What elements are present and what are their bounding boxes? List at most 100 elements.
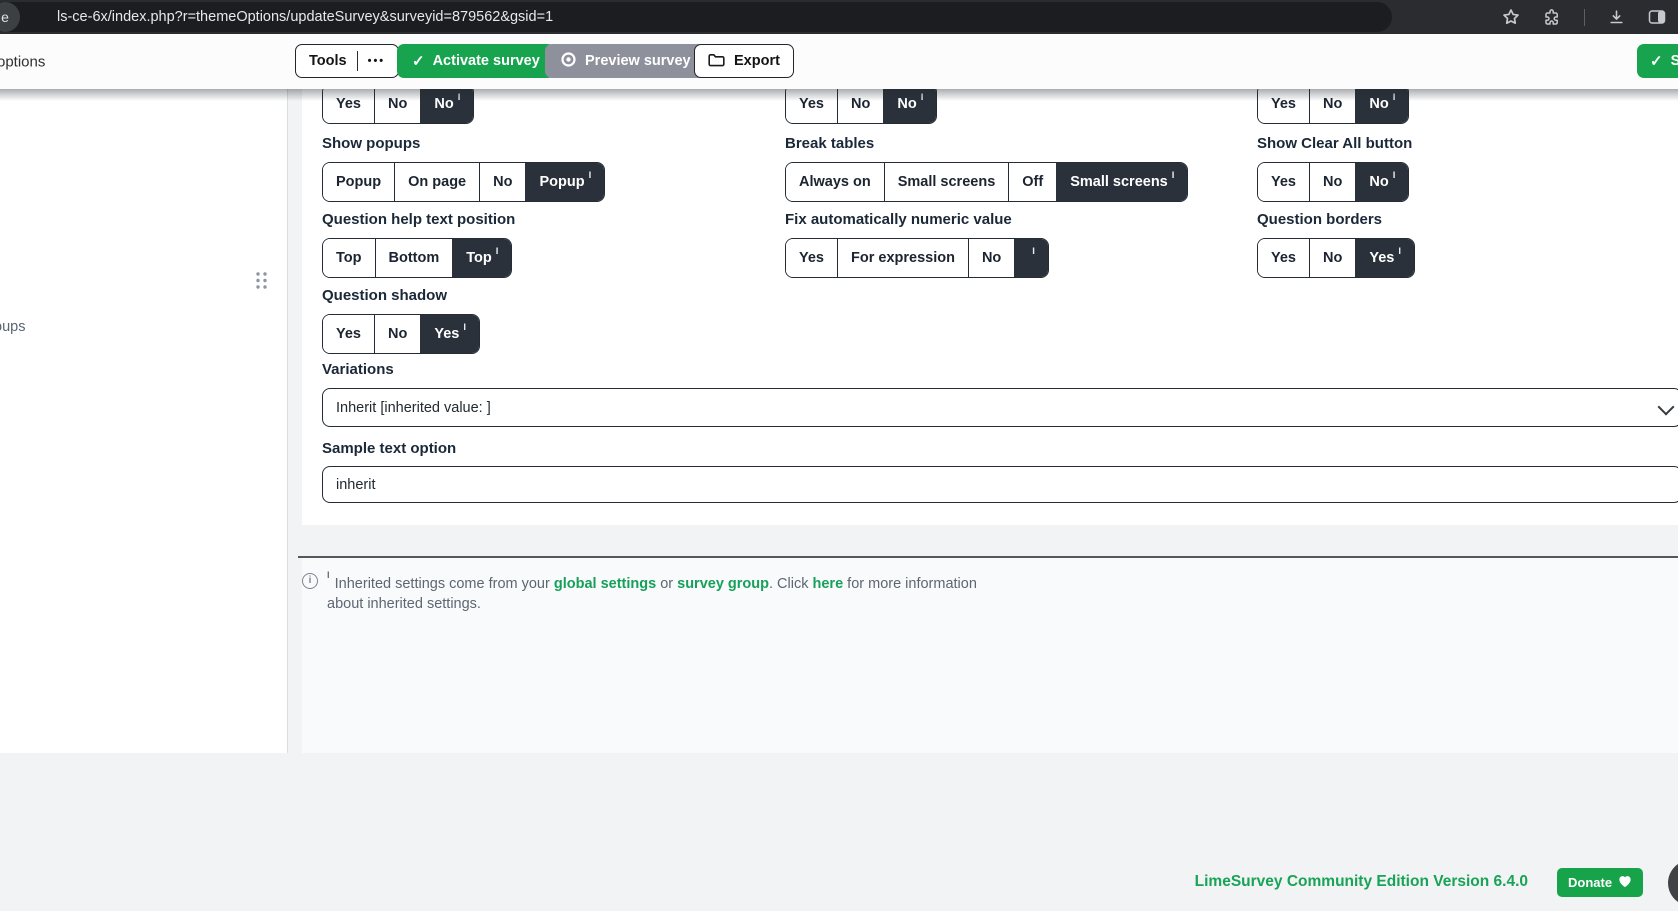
footnote-segment: . Click [769, 575, 813, 592]
footnote-segment: or [656, 575, 678, 592]
option-button[interactable]: NoI [420, 85, 474, 123]
toolbar-shadow [0, 89, 1678, 101]
button-group: Yes No Yes I [1257, 238, 1415, 278]
footnote-link[interactable]: survey group [677, 575, 769, 592]
heart-icon [1618, 875, 1632, 891]
button-group: Top Bottom Top I [322, 238, 513, 278]
check-icon: ✓ [1650, 52, 1663, 70]
option-button[interactable]: No [1309, 163, 1356, 201]
page-title: options [0, 53, 46, 70]
export-label: Export [734, 53, 780, 69]
option-button[interactable]: Yes [1258, 239, 1309, 277]
option-button[interactable]: Yes [786, 85, 837, 123]
footnote-segment: Inherited settings come from your [334, 575, 554, 592]
option-button[interactable]: Top I [452, 239, 512, 277]
inherited-settings-note: i I Inherited settings come from your glo… [302, 570, 1002, 614]
sample-text-input[interactable] [322, 466, 1678, 503]
field-label: Question help text position [322, 211, 516, 228]
option-button[interactable]: Yes [1258, 85, 1309, 123]
option-button[interactable]: For expression [837, 239, 968, 277]
option-button[interactable]: Yes [323, 85, 374, 123]
donate-button[interactable]: Donate [1557, 868, 1644, 897]
option-button[interactable]: No [374, 315, 421, 353]
folder-icon [708, 52, 725, 71]
extensions-icon[interactable] [1543, 8, 1561, 26]
theme-options-panel [302, 89, 1678, 525]
field-label: Question shadow [322, 287, 448, 304]
option-button[interactable]: No [374, 85, 421, 123]
preview-survey-button[interactable]: Preview survey [545, 44, 706, 78]
sample-text-label: Sample text option [322, 440, 457, 457]
option-button[interactable]: No [479, 163, 526, 201]
footnote-link[interactable]: here [812, 575, 844, 592]
activate-survey-button[interactable]: ✓ Activate survey [397, 44, 555, 78]
option-button[interactable]: No [1309, 85, 1356, 123]
option-button[interactable]: Popup I [525, 163, 605, 201]
option-button[interactable]: Popup [323, 163, 395, 201]
sidebar-panel: oups [0, 89, 288, 753]
option-button[interactable]: Yes [1258, 163, 1309, 201]
option-button[interactable]: On page [394, 163, 480, 201]
activate-survey-label: Activate survey [432, 53, 540, 69]
field-label: Show popups [322, 135, 421, 152]
option-button[interactable]: Bottom [374, 239, 453, 277]
variations-select[interactable]: Inherit [inherited value: ] [322, 388, 1678, 427]
button-group: Always on Small screens Off Small screens I [785, 162, 1189, 202]
option-button[interactable]: Small screens [883, 163, 1009, 201]
info-icon: i [302, 573, 318, 589]
url-text[interactable]: ls-ce-6x/index.php?r=themeOptions/update… [57, 9, 554, 25]
button-group: Yes No Yes I [322, 314, 480, 354]
inherited-marker: I [327, 570, 330, 581]
survey-toolbar: options Tools ••• ✓ Activate survey Prev… [0, 34, 1678, 89]
field-label: Break tables [785, 135, 875, 152]
field-label: Fix automatically numeric value [785, 211, 1012, 228]
button-group: Yes For expression No I [785, 238, 1049, 278]
option-button[interactable]: Always on [786, 163, 884, 201]
option-button[interactable]: Yes I [1355, 239, 1414, 277]
option-button[interactable]: NoI [883, 85, 937, 123]
button-group: Popup On page No Popup I [322, 162, 606, 202]
bookmark-star-icon[interactable] [1502, 8, 1520, 26]
variations-label: Variations [322, 361, 394, 378]
option-button[interactable]: Small screens I [1056, 163, 1188, 201]
side-panel-icon[interactable] [1648, 9, 1666, 25]
option-button[interactable]: NoI [1355, 85, 1409, 123]
drag-handle-icon[interactable] [255, 271, 268, 295]
option-button[interactable]: No [1309, 239, 1356, 277]
url-field[interactable] [0, 2, 1392, 32]
footer-divider [298, 556, 1678, 558]
more-options-icon[interactable]: ••• [367, 55, 386, 67]
panel-footer-surface [302, 557, 1678, 753]
sidebar-item-groups[interactable]: oups [0, 319, 26, 335]
preview-survey-label: Preview survey [585, 53, 691, 69]
save-label: S [1670, 53, 1678, 69]
option-button[interactable]: Yes I [420, 315, 479, 353]
footnote-text: I Inherited settings come from your globa… [327, 570, 977, 614]
save-button[interactable]: ✓ S [1637, 44, 1678, 78]
footnote-link[interactable]: global settings [553, 575, 657, 592]
option-button[interactable]: Yes [323, 315, 374, 353]
tools-button-divider [356, 51, 358, 71]
chevron-down-icon [1657, 398, 1675, 416]
option-button[interactable]: Yes [786, 239, 837, 277]
help-chat-bubble[interactable] [1668, 860, 1678, 906]
footnote-segment: for more information about inherited set… [327, 575, 977, 612]
option-button[interactable]: Off [1008, 163, 1057, 201]
browser-icon-separator [1584, 8, 1585, 26]
option-button[interactable]: No [967, 239, 1015, 277]
browser-address-bar: e ls-ce-6x/index.php?r=themeOptions/upda… [0, 0, 1678, 34]
option-button[interactable]: Top [323, 239, 375, 277]
export-button[interactable]: Export [694, 44, 794, 78]
option-button[interactable]: No [837, 85, 884, 123]
download-icon[interactable] [1608, 9, 1625, 26]
check-icon: ✓ [412, 52, 425, 70]
version-text: LimeSurvey Community Edition Version 6.4… [1194, 873, 1528, 890]
option-button[interactable]: I [1014, 239, 1048, 277]
site-favicon: e [0, 2, 20, 32]
tools-button[interactable]: Tools ••• [295, 44, 400, 78]
